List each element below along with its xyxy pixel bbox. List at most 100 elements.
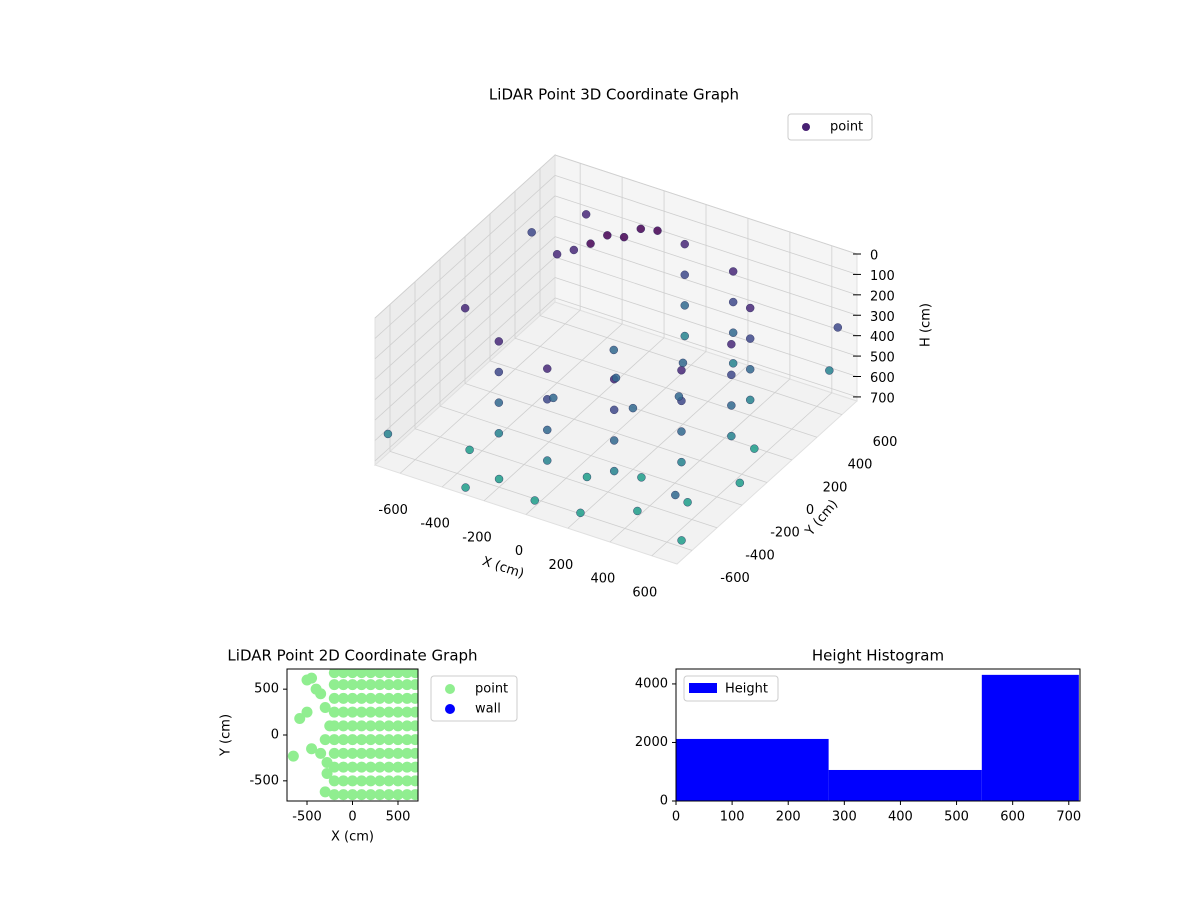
point bbox=[365, 775, 377, 787]
point bbox=[728, 297, 738, 307]
x-tick-label: 100 bbox=[720, 810, 745, 825]
legend-label: wall bbox=[475, 702, 501, 717]
point bbox=[392, 692, 404, 704]
point bbox=[337, 669, 349, 679]
point bbox=[392, 761, 404, 773]
point bbox=[356, 747, 368, 759]
point bbox=[677, 457, 686, 467]
point bbox=[347, 734, 358, 746]
point bbox=[337, 761, 349, 773]
point bbox=[383, 761, 395, 773]
point bbox=[356, 669, 368, 679]
z-tick-label: 600 bbox=[870, 371, 895, 386]
y-tick-label: 0 bbox=[271, 728, 279, 743]
point bbox=[727, 340, 736, 349]
point bbox=[746, 365, 755, 374]
x-tick-label: 0 bbox=[515, 544, 523, 559]
legend-box bbox=[430, 675, 518, 722]
point bbox=[356, 720, 368, 732]
point bbox=[315, 688, 327, 700]
point bbox=[671, 490, 680, 500]
grid-line bbox=[374, 175, 556, 339]
x-tick-label: 0 bbox=[672, 810, 680, 825]
point bbox=[494, 337, 504, 346]
x-tick-label: -600 bbox=[378, 503, 408, 518]
grid-line bbox=[374, 154, 556, 319]
z-tick-label: 300 bbox=[870, 310, 895, 325]
point bbox=[750, 444, 759, 453]
legend-box bbox=[787, 113, 873, 141]
legend-marker bbox=[802, 123, 810, 131]
point bbox=[347, 669, 358, 679]
point bbox=[746, 303, 755, 313]
point bbox=[328, 669, 340, 679]
point bbox=[328, 692, 340, 704]
grid-line bbox=[374, 236, 556, 400]
point bbox=[301, 706, 313, 718]
point bbox=[494, 429, 504, 438]
point bbox=[356, 775, 368, 787]
point bbox=[401, 692, 413, 704]
point bbox=[746, 334, 755, 343]
plot-area bbox=[287, 669, 418, 801]
point bbox=[392, 747, 404, 759]
x-tick-label: 300 bbox=[832, 810, 857, 825]
point bbox=[383, 706, 395, 718]
point bbox=[383, 720, 395, 732]
chart-title: LiDAR Point 2D Coordinate Graph bbox=[227, 647, 477, 665]
legend-marker bbox=[445, 704, 455, 714]
point bbox=[337, 720, 349, 732]
y-tick-label: -200 bbox=[770, 526, 800, 541]
point bbox=[576, 508, 585, 518]
point bbox=[582, 472, 592, 482]
point bbox=[409, 734, 418, 746]
point bbox=[347, 692, 358, 704]
point bbox=[324, 720, 336, 732]
point bbox=[356, 734, 368, 746]
legend-marker bbox=[445, 684, 455, 694]
grid-line bbox=[374, 297, 556, 462]
z-axis-label: H (cm) bbox=[919, 303, 934, 347]
grid-line bbox=[439, 405, 743, 506]
grid-line bbox=[514, 337, 818, 438]
point bbox=[337, 692, 349, 704]
point bbox=[356, 761, 368, 773]
point bbox=[383, 429, 393, 439]
point bbox=[569, 245, 579, 255]
x-tick-label: 400 bbox=[590, 572, 615, 587]
point bbox=[374, 720, 386, 732]
point bbox=[401, 789, 413, 801]
y-tick-label: -400 bbox=[745, 548, 775, 563]
point bbox=[619, 232, 629, 242]
point bbox=[494, 474, 504, 484]
point bbox=[392, 679, 404, 691]
point bbox=[319, 786, 331, 798]
point bbox=[409, 720, 418, 732]
point bbox=[365, 692, 377, 704]
grid-line bbox=[554, 154, 858, 255]
point bbox=[728, 328, 738, 337]
point bbox=[315, 747, 327, 759]
point bbox=[337, 789, 349, 801]
point bbox=[347, 747, 358, 759]
point bbox=[401, 747, 413, 759]
point bbox=[337, 747, 349, 759]
point bbox=[374, 789, 386, 801]
point bbox=[401, 669, 413, 679]
grid-line bbox=[374, 277, 556, 441]
point bbox=[461, 483, 470, 492]
point bbox=[609, 436, 619, 445]
point bbox=[365, 789, 377, 801]
point bbox=[383, 679, 395, 691]
x-tick-label: 500 bbox=[386, 810, 411, 825]
z-tick-label: 400 bbox=[870, 330, 895, 345]
grid-line bbox=[554, 256, 858, 357]
point bbox=[356, 789, 368, 801]
grid-line bbox=[554, 277, 858, 377]
point bbox=[374, 775, 386, 787]
bar bbox=[828, 769, 982, 801]
point bbox=[636, 224, 645, 234]
point bbox=[680, 331, 689, 341]
x-tick-label: 200 bbox=[549, 558, 574, 573]
point bbox=[678, 358, 688, 368]
